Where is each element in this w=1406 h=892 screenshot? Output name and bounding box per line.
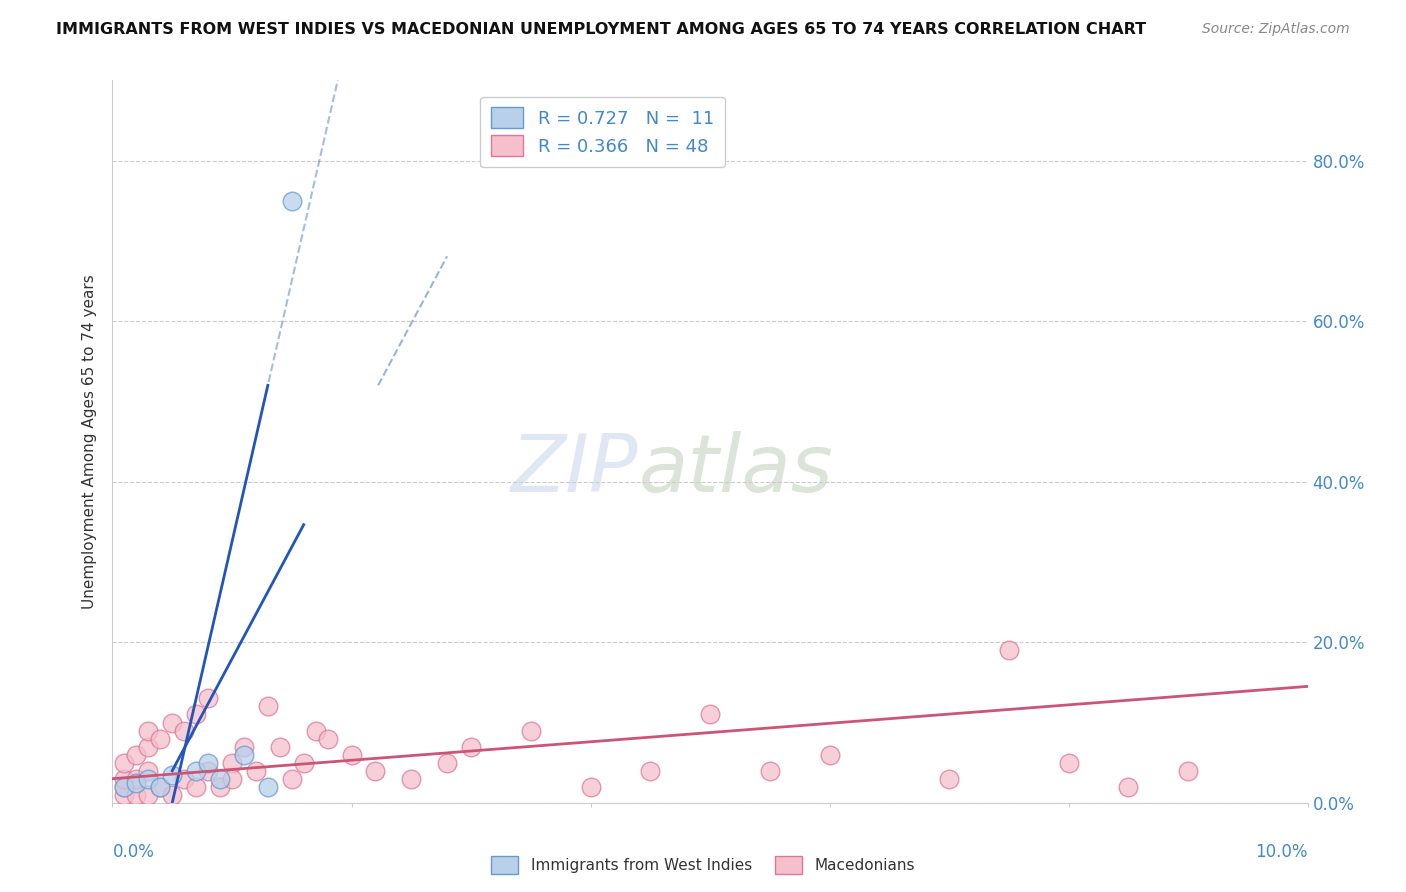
- Point: [125, 747, 148, 762]
- Point: [114, 780, 135, 794]
- Point: [138, 764, 160, 778]
- Point: [221, 756, 243, 770]
- Point: [149, 780, 172, 794]
- Text: ZIP: ZIP: [510, 432, 638, 509]
- Point: [186, 764, 208, 778]
- Point: [245, 764, 267, 778]
- Point: [197, 691, 219, 706]
- Legend: Immigrants from West Indies, Macedonians: Immigrants from West Indies, Macedonians: [485, 850, 921, 880]
- Point: [138, 788, 160, 802]
- Point: [436, 756, 458, 770]
- Point: [149, 731, 172, 746]
- Text: 10.0%: 10.0%: [1256, 843, 1308, 861]
- Point: [269, 739, 291, 754]
- Point: [305, 723, 328, 738]
- Point: [257, 699, 280, 714]
- Point: [520, 723, 543, 738]
- Point: [114, 780, 135, 794]
- Point: [138, 772, 160, 786]
- Point: [233, 747, 256, 762]
- Point: [292, 756, 315, 770]
- Point: [162, 715, 183, 730]
- Point: [257, 780, 280, 794]
- Point: [460, 739, 482, 754]
- Point: [209, 780, 232, 794]
- Point: [1118, 780, 1140, 794]
- Text: atlas: atlas: [638, 432, 834, 509]
- Point: [114, 772, 135, 786]
- Text: IMMIGRANTS FROM WEST INDIES VS MACEDONIAN UNEMPLOYMENT AMONG AGES 65 TO 74 YEARS: IMMIGRANTS FROM WEST INDIES VS MACEDONIA…: [56, 22, 1146, 37]
- Point: [173, 772, 195, 786]
- Point: [699, 707, 721, 722]
- Point: [938, 772, 960, 786]
- Point: [998, 643, 1021, 657]
- Y-axis label: Unemployment Among Ages 65 to 74 years: Unemployment Among Ages 65 to 74 years: [82, 274, 97, 609]
- Point: [281, 194, 304, 208]
- Text: Source: ZipAtlas.com: Source: ZipAtlas.com: [1202, 22, 1350, 37]
- Point: [149, 780, 172, 794]
- Point: [1057, 756, 1080, 770]
- Point: [281, 772, 304, 786]
- Point: [401, 772, 423, 786]
- Point: [1177, 764, 1199, 778]
- Point: [759, 764, 782, 778]
- Point: [221, 772, 243, 786]
- Point: [125, 772, 148, 786]
- Text: 0.0%: 0.0%: [112, 843, 155, 861]
- Point: [186, 707, 208, 722]
- Point: [186, 780, 208, 794]
- Point: [197, 756, 219, 770]
- Point: [364, 764, 387, 778]
- Point: [818, 747, 841, 762]
- Point: [233, 739, 256, 754]
- Legend: R = 0.727   N =  11, R = 0.366   N = 48: R = 0.727 N = 11, R = 0.366 N = 48: [479, 96, 725, 167]
- Point: [114, 788, 135, 802]
- Point: [197, 764, 219, 778]
- Point: [173, 723, 195, 738]
- Point: [162, 767, 183, 781]
- Point: [316, 731, 339, 746]
- Point: [162, 788, 183, 802]
- Point: [640, 764, 662, 778]
- Point: [209, 772, 232, 786]
- Point: [114, 756, 135, 770]
- Point: [340, 747, 363, 762]
- Point: [125, 788, 148, 802]
- Point: [138, 739, 160, 754]
- Point: [125, 776, 148, 790]
- Point: [579, 780, 602, 794]
- Point: [138, 723, 160, 738]
